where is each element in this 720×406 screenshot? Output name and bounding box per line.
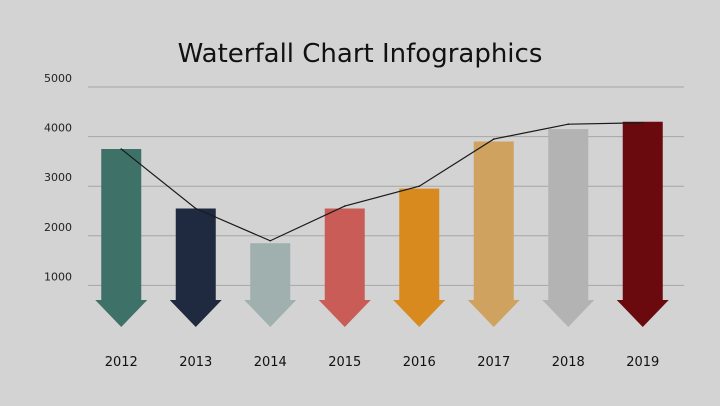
bar-2019 <box>616 121 669 327</box>
bar-2013 <box>169 208 222 327</box>
y-tick-label: 5000 <box>44 72 72 85</box>
trend-point-2018 <box>567 123 570 125</box>
chart-title: Waterfall Chart Infographics <box>178 39 543 69</box>
x-tick-label: 2013 <box>179 355 212 370</box>
x-tick-label: 2017 <box>477 355 510 370</box>
x-tick-label: 2019 <box>626 355 659 370</box>
x-tick-label: 2012 <box>105 355 138 370</box>
y-tick-label: 4000 <box>44 122 72 135</box>
trend-point-2013 <box>194 207 197 210</box>
trend-point-2014 <box>269 239 272 242</box>
bar-2015 <box>318 208 371 327</box>
y-tick-label: 2000 <box>44 221 72 234</box>
bars <box>95 121 669 327</box>
bar-2014 <box>244 243 297 327</box>
trend-point-2016 <box>418 185 421 187</box>
bar-2012 <box>95 149 148 327</box>
x-tick-label: 2015 <box>328 355 361 370</box>
y-axis-ticks: 1000 2000 3000 4000 5000 <box>44 72 72 283</box>
bar-2016 <box>393 188 446 327</box>
x-tick-label: 2016 <box>403 355 436 370</box>
y-tick-label: 3000 <box>44 171 72 184</box>
trend-point-2015 <box>343 205 346 207</box>
x-axis-ticks: 2012 2013 2014 2015 2016 2017 2018 2019 <box>105 355 660 370</box>
trend-point-2017 <box>492 138 495 140</box>
trend-line-path <box>120 122 643 242</box>
trend-line <box>120 121 644 242</box>
y-tick-label: 1000 <box>44 270 72 283</box>
bar-2017 <box>467 141 520 327</box>
trend-point-2019 <box>641 121 644 124</box>
bar-2018 <box>542 129 595 327</box>
x-tick-label: 2014 <box>254 355 287 370</box>
trend-point-2012 <box>120 148 123 150</box>
x-tick-label: 2018 <box>552 355 585 370</box>
